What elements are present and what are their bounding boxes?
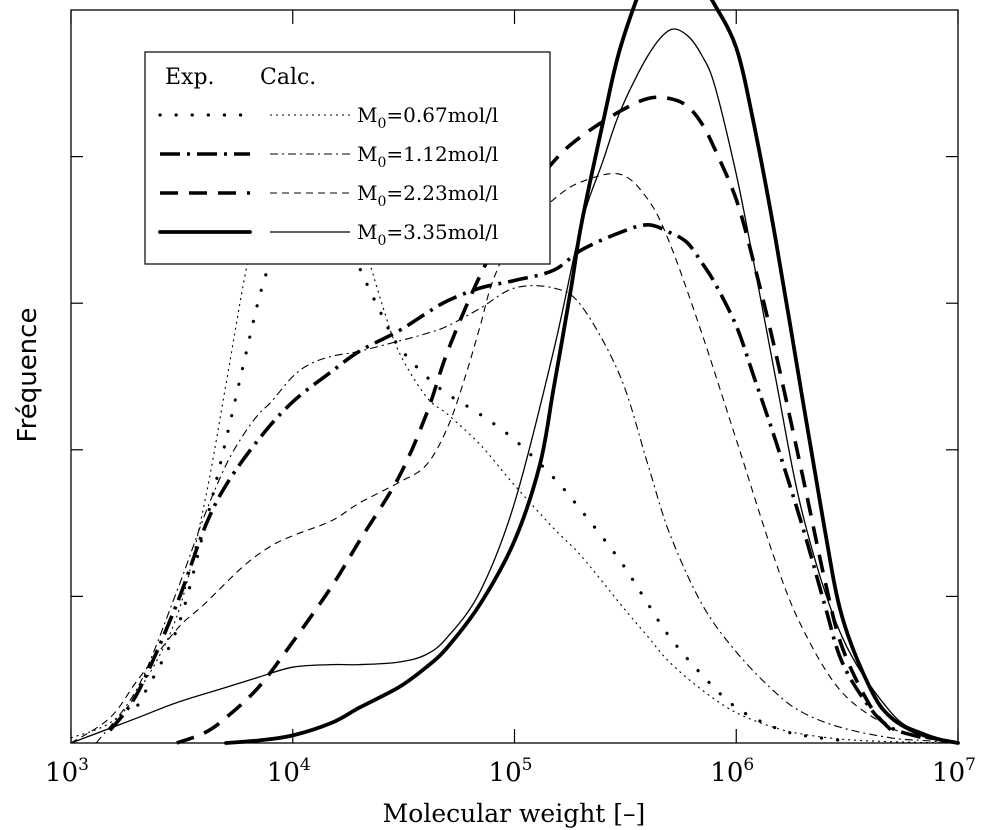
x-axis-label: Molecular weight [–] (383, 799, 646, 828)
legend-entry-label: M0=2.23mol/l (357, 181, 498, 210)
x-tick-label: 103 (45, 755, 89, 788)
series-exp-1_12 (108, 223, 925, 740)
y-axis-label: Fréquence (13, 308, 43, 443)
series-exp-2_23 (176, 95, 893, 745)
legend-entry-label: M0=0.67mol/l (357, 103, 498, 132)
legend-calc-header: Calc. (260, 65, 316, 90)
series-layer (70, 0, 960, 745)
series-exp-0_67 (136, 190, 844, 743)
series-exp-3_35 (224, 0, 960, 745)
legend-entry-label: M0=3.35mol/l (357, 220, 498, 249)
x-tick-label: 105 (489, 755, 533, 788)
series-calc-2_23 (70, 173, 959, 744)
x-tick-label: 104 (267, 755, 311, 788)
legend-entries: M0=0.67mol/l M0=1.12mol/l M0=2.23mol/l M0=3… (158, 103, 498, 249)
x-tick-label: 107 (932, 755, 976, 788)
series-calc-3_35 (70, 28, 959, 744)
x-tick-label: 106 (710, 755, 754, 788)
legend-entry-label: M0=1.12mol/l (357, 142, 498, 171)
legend-box (144, 51, 551, 265)
series-calc-1_12 (95, 285, 959, 744)
ticks-layer: 103 104 105 106 107 (45, 10, 976, 788)
legend-exp-header: Exp. (165, 65, 215, 90)
legend: Exp. Calc. M0=0.67mol/l M0=1.12mol/l M0=2.… (144, 51, 551, 265)
